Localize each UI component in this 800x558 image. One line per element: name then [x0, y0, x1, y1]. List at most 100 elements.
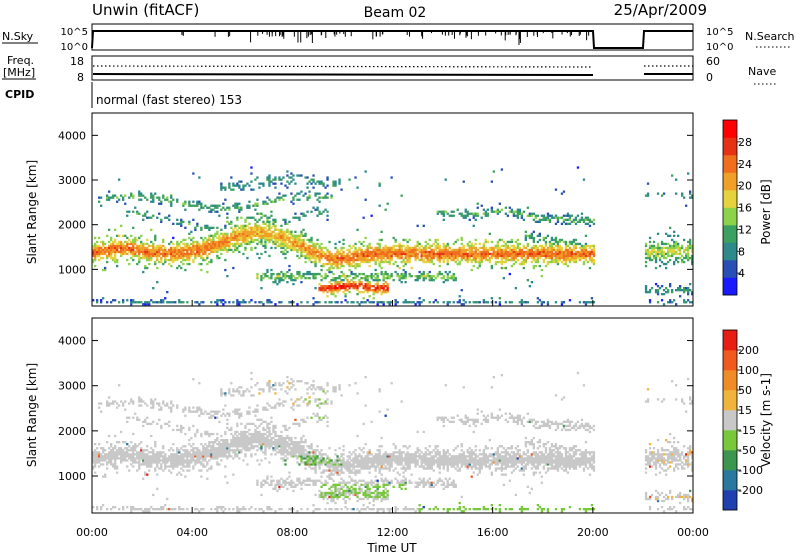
power-cell — [685, 289, 687, 291]
velocity-cell — [138, 404, 140, 406]
power-cell — [529, 251, 531, 253]
power-cell — [96, 255, 98, 257]
power-cell — [523, 251, 525, 253]
velocity-cell — [254, 409, 256, 411]
power-cell — [140, 249, 142, 251]
power-cell — [286, 275, 288, 277]
power-cell — [677, 287, 679, 289]
power-cell — [98, 253, 100, 255]
velocity-cell — [240, 439, 242, 441]
power-cell — [94, 243, 96, 245]
power-cell — [589, 221, 591, 223]
power-cell — [689, 247, 691, 249]
power-cell — [377, 251, 379, 253]
power-cell — [184, 201, 186, 203]
power-cell — [571, 253, 573, 255]
velocity-cell — [148, 455, 150, 457]
power-cell — [421, 253, 423, 255]
power-cell — [334, 289, 336, 291]
power-cell — [290, 235, 292, 237]
power-cell — [260, 213, 262, 215]
power-cell — [481, 205, 483, 207]
power-cell — [346, 279, 348, 281]
power-cell — [292, 179, 294, 181]
power-cell — [350, 279, 352, 281]
power-cell — [222, 241, 224, 243]
power-cell — [675, 303, 677, 305]
power-cell — [425, 253, 427, 255]
power-cell — [250, 172, 252, 174]
velocity-cell — [254, 429, 256, 431]
velocity-cell — [260, 423, 262, 425]
power-cell — [226, 245, 228, 247]
velocity-cell — [210, 451, 212, 453]
power-cell — [296, 217, 298, 219]
colorbar-swatch — [723, 120, 737, 138]
power-cell — [196, 301, 198, 303]
power-cell — [439, 251, 441, 253]
power-cell — [389, 261, 391, 263]
velocity-cell — [236, 411, 238, 413]
power-cell — [401, 249, 403, 251]
power-cell — [236, 299, 238, 301]
power-cell — [184, 269, 186, 271]
power-cell — [274, 243, 276, 245]
power-cell — [565, 253, 567, 255]
power-cell — [196, 251, 198, 253]
power-cell — [282, 235, 284, 237]
power-cell — [585, 257, 587, 259]
power-cell — [292, 275, 294, 277]
power-cell — [94, 265, 96, 267]
power-cell — [240, 239, 242, 241]
power-cell — [459, 301, 461, 303]
velocity-cell — [146, 423, 148, 425]
power-cell — [591, 297, 593, 299]
velocity-cell — [156, 423, 158, 425]
power-cell — [172, 223, 174, 225]
velocity-cell — [202, 508, 204, 510]
velocity-cell — [268, 384, 270, 386]
velocity-cell — [208, 467, 210, 469]
power-cell — [264, 223, 266, 225]
power-cell — [463, 251, 465, 253]
power-cell — [292, 217, 294, 219]
velocity-cell — [226, 443, 228, 445]
power-cell — [477, 257, 479, 259]
power-cell — [348, 281, 350, 283]
power-cell — [527, 235, 529, 237]
power-cell — [485, 255, 487, 257]
power-cell — [208, 253, 210, 255]
power-cell — [274, 183, 276, 185]
power-cell — [405, 281, 407, 283]
power-cell — [499, 301, 501, 303]
velocity-cell — [140, 455, 142, 457]
power-cell — [310, 237, 312, 239]
power-cell — [250, 229, 252, 231]
velocity-cell — [224, 443, 226, 445]
power-cell — [431, 277, 433, 279]
velocity-cell — [112, 463, 114, 465]
power-cell — [294, 195, 296, 197]
velocity-cell — [116, 455, 118, 457]
velocity-cell — [100, 453, 102, 455]
power-cell — [659, 253, 661, 255]
power-cell — [439, 247, 441, 249]
velocity-cell — [244, 439, 246, 441]
power-cell — [318, 283, 320, 285]
velocity-cell — [96, 447, 98, 449]
power-cell — [138, 249, 140, 251]
velocity-cell — [188, 411, 190, 413]
power-cell — [527, 253, 529, 255]
power-cell — [689, 283, 691, 285]
velocity-cell — [238, 508, 240, 510]
power-cell — [383, 301, 385, 303]
power-cell — [138, 261, 140, 263]
power-cell — [579, 247, 581, 249]
velocity-cell — [230, 394, 232, 396]
velocity-cell — [148, 461, 150, 463]
power-cell — [264, 243, 266, 245]
power-cell — [551, 261, 553, 263]
power-cell — [274, 281, 276, 283]
power-cell — [196, 245, 198, 247]
power-cell — [569, 253, 571, 255]
